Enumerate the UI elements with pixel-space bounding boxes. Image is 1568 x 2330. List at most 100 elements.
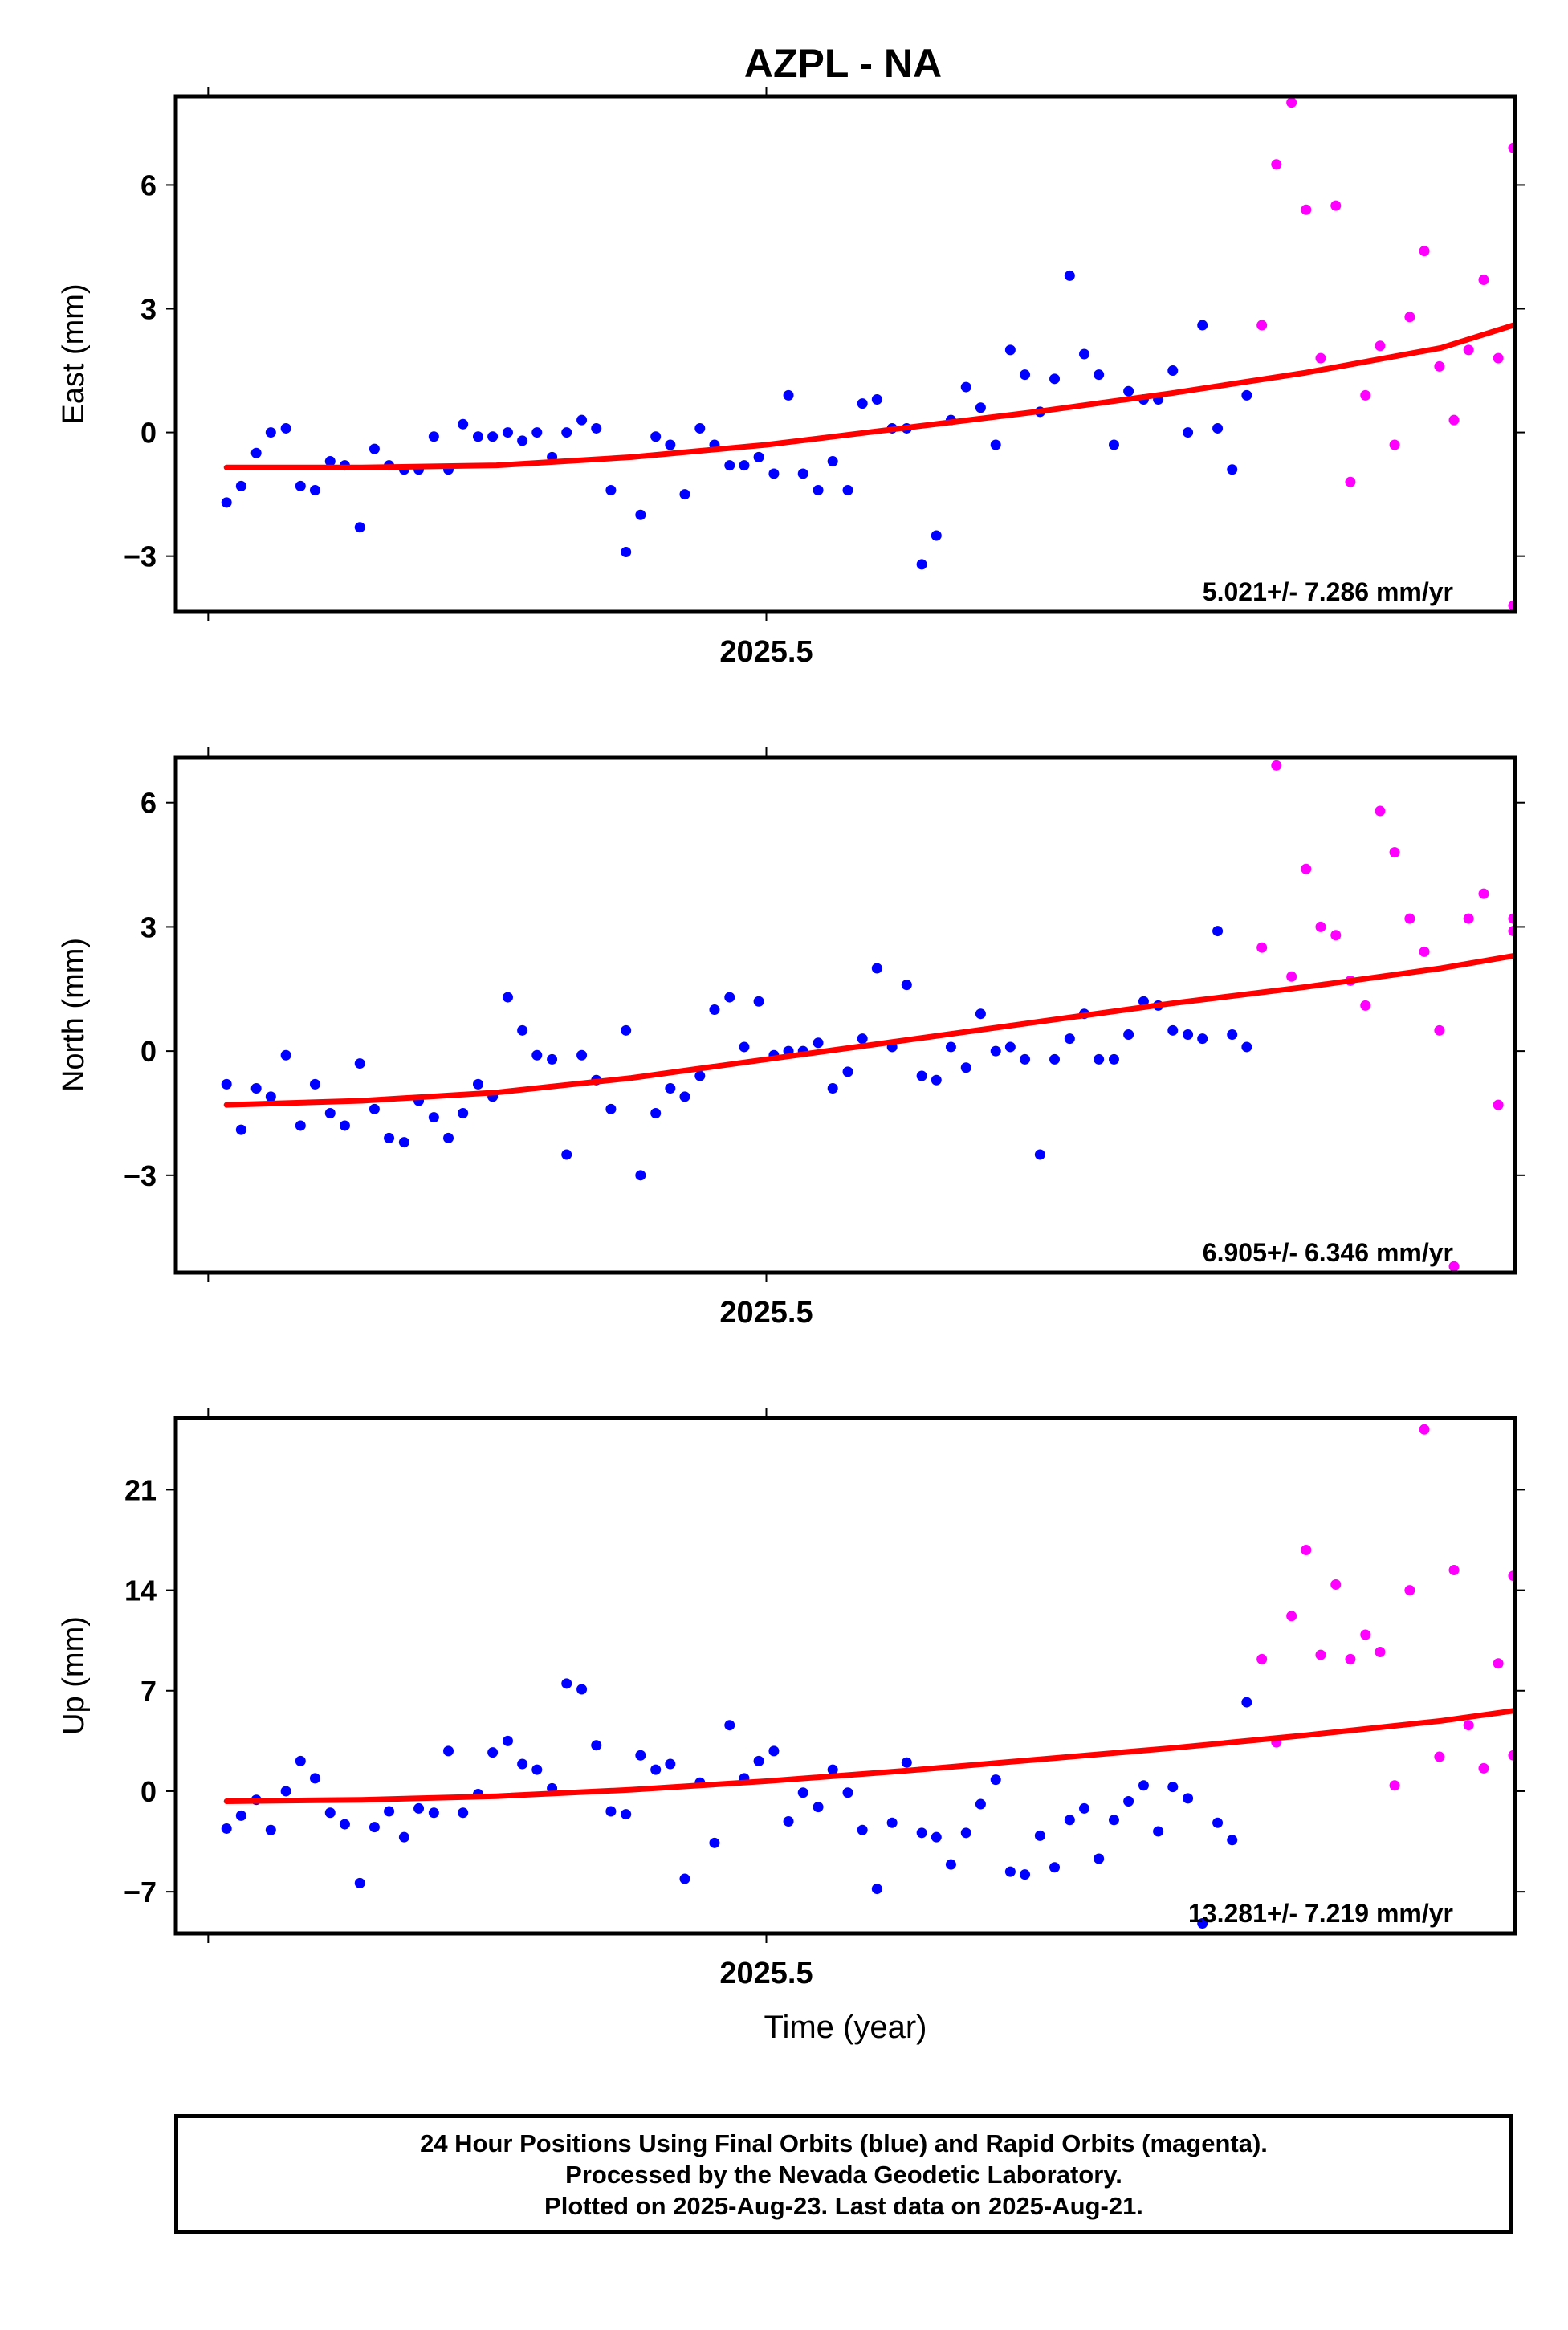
final-point — [901, 980, 912, 991]
final-point — [827, 1083, 838, 1094]
final-point — [1227, 1029, 1238, 1040]
plot-frame — [173, 1416, 1517, 1936]
final-point — [1167, 1782, 1179, 1793]
final-point — [295, 480, 306, 491]
final-point — [1212, 926, 1224, 937]
final-point — [931, 1831, 942, 1843]
x-tick-label: 2025.5 — [719, 1296, 813, 1330]
final-point — [280, 1049, 291, 1061]
final-point — [1123, 1029, 1134, 1040]
final-point — [739, 460, 750, 471]
final-point — [398, 1137, 409, 1148]
final-point — [1197, 320, 1208, 331]
final-point — [398, 1831, 409, 1843]
final-point — [487, 431, 499, 442]
final-point — [339, 1819, 350, 1830]
final-point — [842, 484, 853, 495]
final-point — [1108, 1053, 1119, 1065]
final-point — [945, 1041, 956, 1053]
final-point — [605, 1806, 617, 1817]
final-point — [221, 1078, 232, 1090]
final-point — [724, 1720, 735, 1731]
final-point — [1197, 1917, 1208, 1929]
final-point — [1241, 389, 1252, 401]
x-tick-label: 2025.5 — [719, 635, 813, 669]
final-point — [1064, 1033, 1075, 1045]
final-point — [472, 431, 483, 442]
final-point — [1020, 1869, 1031, 1880]
rapid-point — [1478, 888, 1489, 899]
final-point — [576, 414, 588, 426]
final-point — [531, 1049, 543, 1061]
final-point — [827, 456, 838, 467]
final-point — [916, 1827, 927, 1839]
final-point — [1183, 427, 1194, 438]
rapid-point — [1419, 946, 1430, 957]
final-point — [1167, 1024, 1179, 1036]
rapid-point — [1404, 913, 1415, 924]
rapid-point — [1448, 1565, 1460, 1576]
final-point — [517, 1024, 528, 1036]
final-point — [783, 1816, 794, 1827]
final-point — [709, 1004, 720, 1016]
rapid-point — [1448, 414, 1460, 426]
final-point — [813, 484, 824, 495]
final-point — [458, 1807, 469, 1819]
final-point — [1004, 1041, 1016, 1053]
final-point — [413, 1802, 425, 1814]
rapid-point — [1434, 1024, 1445, 1036]
y-axis-label: East (mm) — [57, 283, 91, 424]
y-tick-label: 0 — [141, 1035, 157, 1068]
trend-line — [223, 953, 1515, 1108]
final-point — [753, 996, 764, 1007]
footer-line-1: 24 Hour Positions Using Final Orbits (bl… — [420, 2128, 1268, 2157]
rapid-point — [1389, 1780, 1400, 1791]
final-point — [428, 431, 439, 442]
rapid-point — [1301, 204, 1312, 215]
y-tick-label: −3 — [124, 1159, 157, 1192]
rapid-point — [1301, 863, 1312, 874]
plot-frame — [173, 755, 1517, 1275]
final-point — [857, 398, 868, 409]
figure-title: AZPL - NA — [744, 41, 942, 86]
final-point — [1078, 1802, 1089, 1814]
final-point — [339, 1120, 350, 1131]
rapid-point — [1493, 352, 1504, 364]
final-point — [975, 1798, 986, 1810]
final-point — [235, 1124, 246, 1135]
final-point — [502, 427, 513, 438]
data-points — [221, 1424, 1515, 1929]
y-tick-label: 6 — [141, 169, 157, 202]
panels: −3 0 3 6 2025.5 East (mm) 5.021+/- 7.286 mm/yr… — [57, 87, 1525, 2045]
final-point — [221, 497, 232, 508]
final-point — [753, 1755, 764, 1766]
final-point — [1241, 1041, 1252, 1053]
plot-frame — [173, 94, 1517, 614]
final-point — [250, 1083, 262, 1094]
footer-line-2: Processed by the Nevada Geodetic Laborat… — [565, 2160, 1122, 2189]
final-point — [324, 456, 336, 467]
final-point — [235, 1810, 246, 1821]
final-point — [842, 1787, 853, 1798]
final-point — [990, 439, 1001, 450]
rapid-point — [1434, 360, 1445, 372]
rapid-point — [1345, 1653, 1356, 1664]
final-point — [1138, 996, 1149, 1007]
final-point — [1004, 344, 1016, 356]
final-point — [650, 1764, 662, 1775]
final-point — [871, 1884, 882, 1895]
rate-label: 13.281+/- 7.219 mm/yr — [1188, 1899, 1453, 1928]
final-point — [797, 1787, 808, 1798]
final-point — [576, 1049, 588, 1061]
final-point — [916, 559, 927, 570]
rapid-point — [1478, 1762, 1489, 1774]
final-point — [960, 1062, 971, 1073]
final-point — [1123, 1795, 1134, 1807]
data-points — [221, 97, 1515, 611]
rapid-point — [1404, 312, 1415, 323]
final-point — [605, 1103, 617, 1114]
rapid-point — [1419, 246, 1430, 257]
y-tick-label: −7 — [124, 1876, 157, 1908]
final-point — [813, 1037, 824, 1049]
